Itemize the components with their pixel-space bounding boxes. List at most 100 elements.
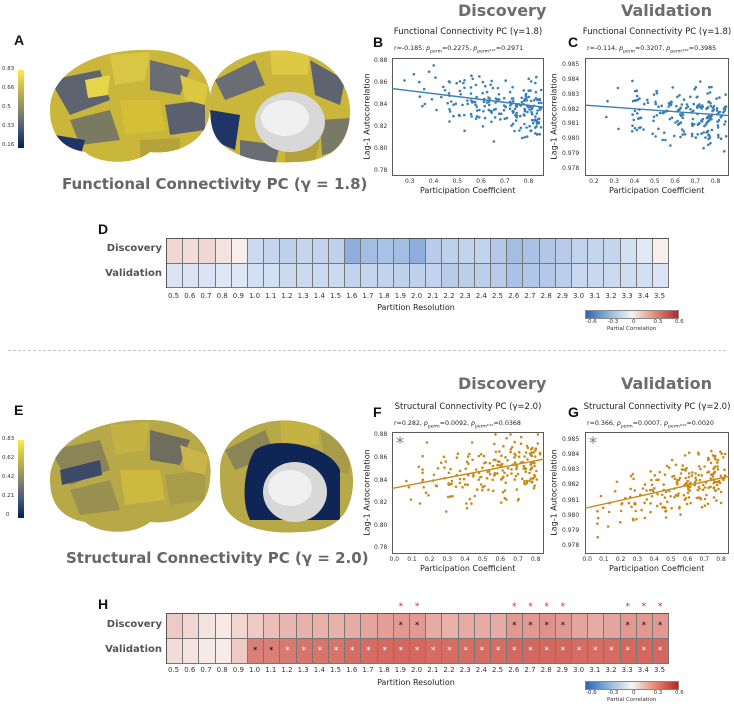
heatmap-column-tick: 0.5 xyxy=(168,666,180,674)
heatmap-cell xyxy=(572,639,589,664)
scatter-point xyxy=(707,133,711,136)
significance-star: * xyxy=(641,602,647,612)
scatter-point xyxy=(425,441,429,444)
y-tick-label: 0.78 xyxy=(374,166,388,174)
scatter-point xyxy=(665,490,668,494)
scatter-point xyxy=(710,118,713,121)
scatter-point xyxy=(501,491,505,494)
x-tick-label: 0.4 xyxy=(649,556,659,563)
scatter-point xyxy=(484,84,487,88)
scatter-point xyxy=(519,435,523,439)
heatmap-cell xyxy=(653,263,670,288)
heatmap-cell xyxy=(248,639,265,664)
scatter-point xyxy=(470,441,474,444)
heatmap-column-tick: 2.9 xyxy=(556,292,568,300)
scatter-point xyxy=(509,448,513,451)
scatter-point xyxy=(716,458,720,462)
scatter-point xyxy=(535,469,538,473)
plot-frame xyxy=(585,432,729,554)
scatter-point xyxy=(703,465,706,468)
scatter-point xyxy=(412,72,416,76)
scatter-point xyxy=(447,80,451,83)
x-tick-label: 0.4 xyxy=(460,556,470,563)
panel-letter-f: F xyxy=(373,404,382,420)
scatter-point xyxy=(667,105,670,108)
scatter-point xyxy=(469,99,473,102)
scatter-point xyxy=(477,478,481,481)
scatter-point xyxy=(669,103,673,107)
scatter-point xyxy=(707,114,711,118)
scatter-point xyxy=(710,449,713,453)
scatter-point xyxy=(479,453,483,456)
scatter-point xyxy=(461,486,464,489)
scatter-point xyxy=(673,495,676,499)
heatmap-cell xyxy=(231,263,248,288)
heatmap-cell xyxy=(653,639,670,664)
scatter-point xyxy=(481,125,485,128)
plot-frame xyxy=(392,58,544,176)
scatter-point xyxy=(638,97,641,100)
scatter-point xyxy=(700,505,704,509)
scatter-point xyxy=(469,92,473,95)
scatter-point xyxy=(434,76,437,79)
scatter-point xyxy=(599,494,603,498)
scatter-point xyxy=(461,103,464,107)
scatter-point xyxy=(704,123,708,126)
x-tick-label: 0.5 xyxy=(477,556,488,563)
scatter-point xyxy=(712,486,716,489)
heatmap-cell xyxy=(361,263,378,288)
x-tick-label: 0.8 xyxy=(710,178,721,185)
scatter-point xyxy=(403,79,406,82)
regression-line xyxy=(585,104,729,117)
scatter-point xyxy=(526,110,529,114)
heatmap-cell xyxy=(555,639,572,664)
heatmap-cell xyxy=(296,239,313,264)
significance-star: * xyxy=(398,602,404,612)
significance-star: * xyxy=(463,645,468,656)
heatmap-cell xyxy=(264,239,281,264)
scatter-point xyxy=(650,478,653,482)
significance-star: * xyxy=(398,620,404,631)
scatter-point xyxy=(534,81,537,85)
scatter-point xyxy=(515,111,518,115)
scatter-point xyxy=(492,108,496,111)
scatter-point xyxy=(454,102,458,105)
scatter-point xyxy=(503,471,506,475)
scatter-point xyxy=(531,480,534,483)
heatmap-column-tick: 0.5 xyxy=(168,292,180,300)
scatter-point xyxy=(700,132,703,135)
scatter-point xyxy=(432,64,435,67)
heatmap-cell xyxy=(199,639,216,664)
scatter-title-b: Functional Connectivity PC (γ=1.8) xyxy=(393,27,543,37)
scatter-point xyxy=(498,112,501,115)
heatmap-cell xyxy=(588,263,605,288)
scatter-point xyxy=(471,458,474,462)
scatter-point xyxy=(418,502,422,505)
colorbar-tick: 0 xyxy=(632,690,636,696)
scatter-point xyxy=(706,92,709,95)
heatmap-cell xyxy=(474,239,491,264)
significance-star: * xyxy=(544,602,549,612)
heatmap-cell xyxy=(312,239,329,264)
scatter-point xyxy=(519,126,523,130)
scatter-point xyxy=(528,452,532,455)
scatter-point xyxy=(701,483,705,487)
scatter-point xyxy=(520,477,524,480)
scatter-point xyxy=(533,461,536,465)
scatter-point xyxy=(694,85,698,89)
scatter-point xyxy=(443,89,447,92)
colorbar-tick: -0.3 xyxy=(607,690,619,696)
scatter-point xyxy=(674,463,678,467)
scatter-point xyxy=(536,433,540,436)
scatter-point xyxy=(477,454,481,458)
heatmap-column-tick: 1.9 xyxy=(394,666,406,674)
scatter-point xyxy=(656,492,659,496)
scatter-point xyxy=(662,483,665,486)
heatmap-column-tick: 1.0 xyxy=(249,666,261,674)
scatter-point xyxy=(511,122,515,126)
scatter-point xyxy=(502,108,506,112)
heatmap-x-label: Partition Resolution xyxy=(377,303,455,312)
scatter-point xyxy=(539,88,543,92)
scatter-point xyxy=(654,135,657,138)
scatter-point xyxy=(471,101,474,104)
